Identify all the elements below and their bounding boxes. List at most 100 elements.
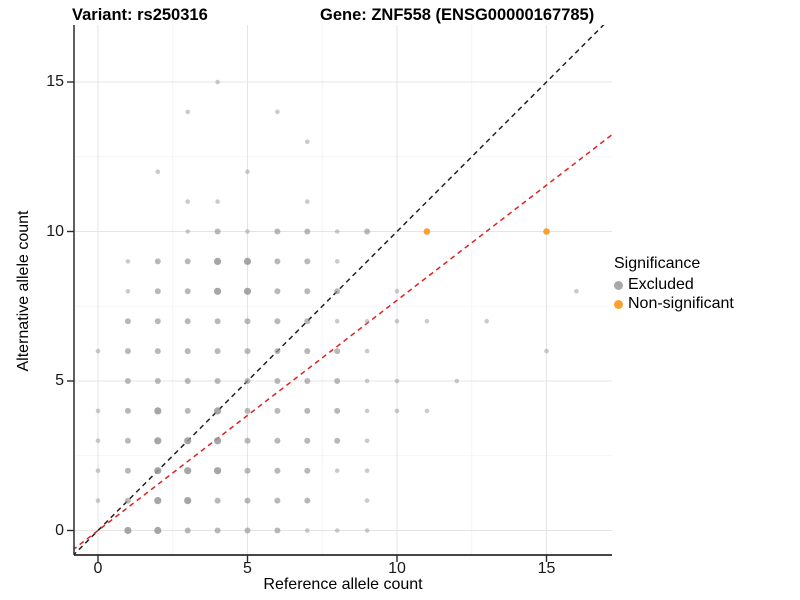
point-excluded [154,497,162,505]
x-tick-label: 0 [93,560,103,577]
point-excluded [305,199,310,204]
point-excluded [154,288,161,295]
point-excluded [484,318,490,324]
point-excluded [214,527,221,534]
fitted-ratio-line [74,133,612,550]
point-excluded [274,288,281,295]
point-excluded [125,259,131,264]
point-excluded [214,497,221,504]
point-excluded [124,378,131,384]
point-excluded [154,378,161,384]
point-excluded [124,497,131,504]
point-excluded [95,468,101,474]
point-excluded [544,348,549,354]
point-excluded [154,467,162,475]
point-excluded [304,378,311,384]
point-excluded [334,378,341,384]
point-excluded [304,228,311,235]
point-excluded [124,526,132,535]
point-excluded [364,408,370,414]
point-excluded [304,258,311,265]
legend-item-label: Excluded [628,276,694,293]
point-excluded [214,318,221,325]
point-excluded [334,288,341,295]
point-excluded [214,348,221,355]
point-excluded [154,348,161,355]
point-excluded [364,468,370,474]
point-excluded [394,378,400,384]
point-excluded [304,348,311,355]
point-excluded [274,467,281,474]
point-excluded [184,348,191,355]
point-excluded [305,139,310,145]
point-excluded [364,498,370,503]
point-excluded [215,199,220,204]
point-excluded [95,348,101,354]
point-excluded [424,408,430,414]
point-excluded [184,407,191,414]
point-excluded [124,407,131,414]
point-excluded [364,228,371,235]
point-excluded [154,318,161,325]
point-excluded [95,438,101,444]
point-excluded [305,528,310,533]
point-excluded [214,467,222,475]
point-excluded [214,407,222,415]
point-excluded [184,288,191,295]
point-excluded [394,289,400,294]
legend-item: Excluded [614,276,734,294]
legend-items: Excluded Non-significant [614,276,734,313]
point-non-significant [423,228,431,235]
point-excluded [274,318,281,325]
point-excluded [304,288,311,295]
point-excluded [274,228,281,235]
point-excluded [244,527,251,534]
plot-title-variant: Variant: rs250316 [72,6,208,24]
point-excluded [394,318,400,324]
point-excluded [184,527,191,534]
point-excluded [244,467,251,474]
point-excluded [334,407,341,414]
point-excluded [364,318,370,324]
point-excluded [364,438,370,444]
point-non-significant [543,228,550,235]
point-excluded [214,257,222,265]
point-excluded [154,407,162,415]
point-excluded [244,378,251,384]
point-excluded [274,258,281,265]
point-excluded [154,526,162,535]
point-excluded [124,348,131,355]
point-excluded [424,318,430,324]
point-excluded [275,109,280,115]
point-excluded [214,287,222,295]
point-excluded [184,378,191,384]
point-excluded [304,407,311,414]
point-excluded [244,437,251,444]
point-excluded [95,408,101,414]
point-excluded [334,229,340,234]
y-tick-label: 0 [55,521,64,539]
point-excluded [244,497,251,504]
point-excluded [244,407,251,414]
plot-title-gene: Gene: ZNF558 (ENSG00000167785) [320,6,595,24]
point-excluded [304,497,311,504]
point-excluded [243,257,252,265]
point-excluded [184,437,192,445]
point-excluded [364,378,370,384]
point-excluded [454,378,460,384]
identity-line [74,25,605,555]
point-excluded [334,259,340,264]
point-excluded [125,289,131,294]
point-excluded [214,378,221,384]
legend-dot-icon [614,280,623,290]
point-excluded [154,437,162,445]
point-excluded [274,407,281,414]
point-excluded [185,199,190,204]
x-tick-label: 10 [388,560,406,577]
y-tick-label: 15 [46,73,64,90]
point-excluded [304,437,311,444]
point-excluded [274,497,281,504]
point-excluded [244,348,251,355]
y-tick-label: 10 [46,222,64,240]
